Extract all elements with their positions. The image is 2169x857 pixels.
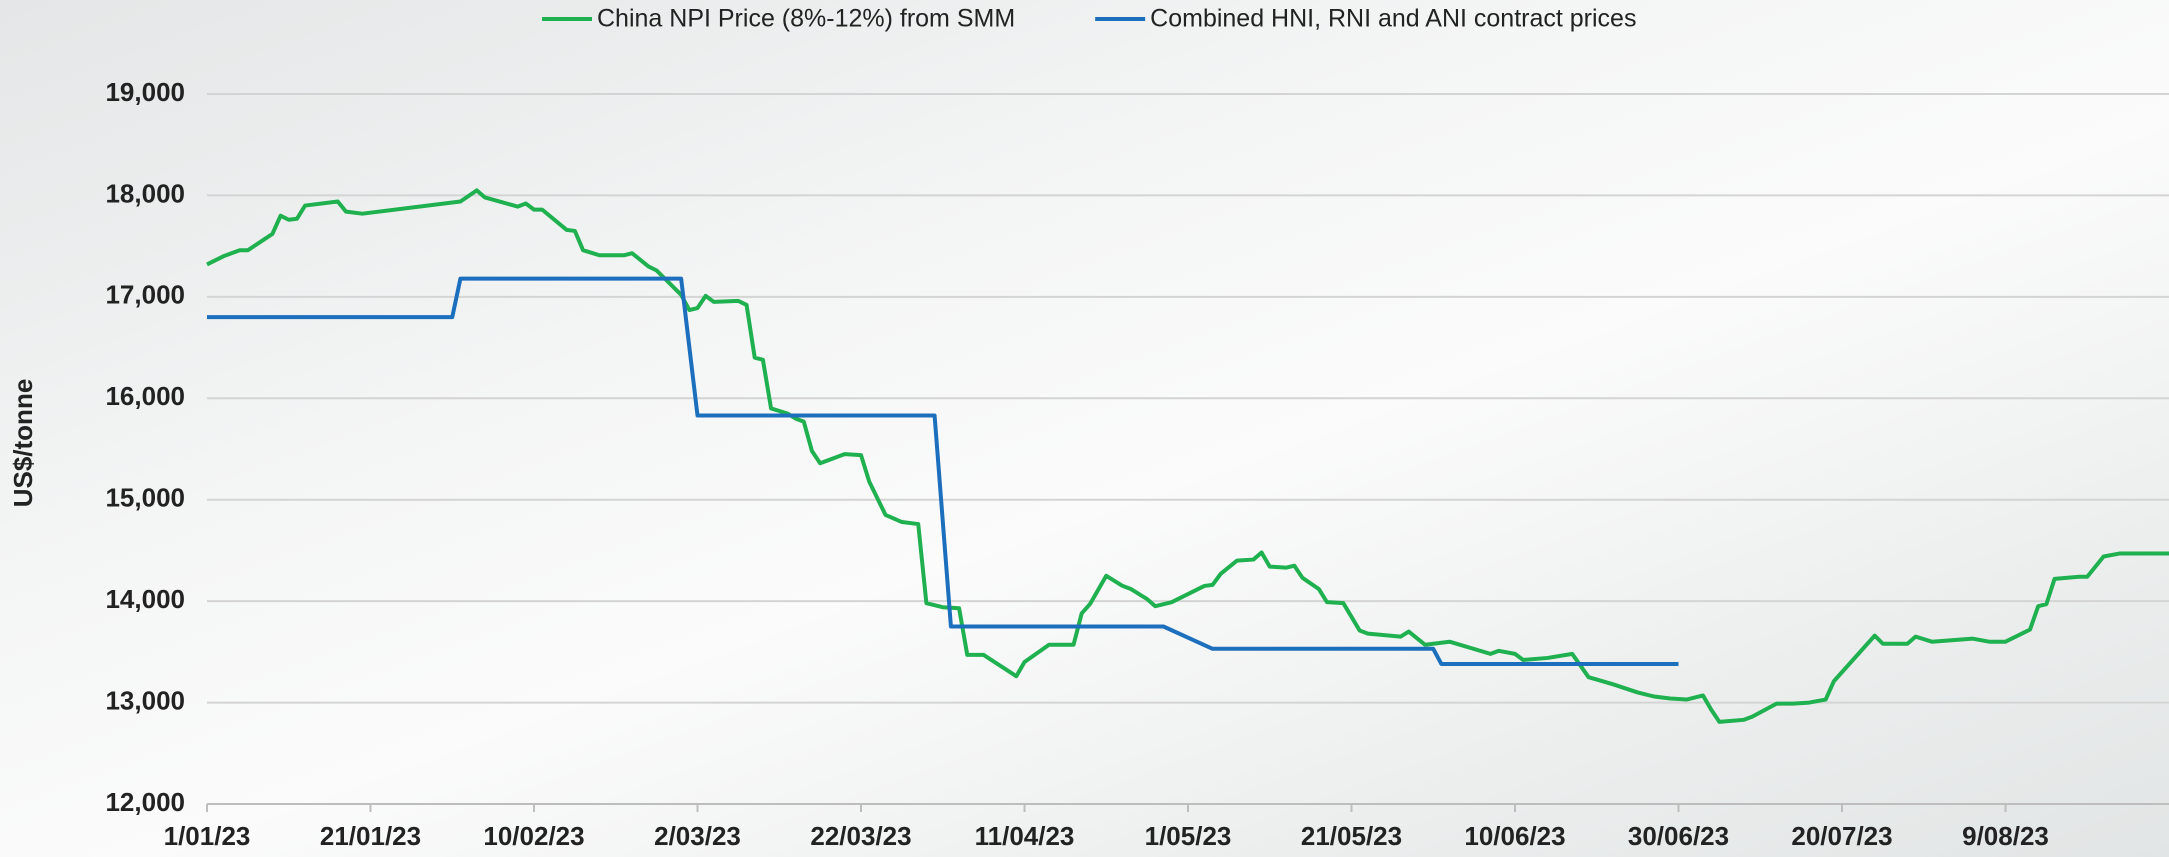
y-axis-title: US$/tonne	[8, 379, 38, 508]
y-tick-label: 17,000	[105, 280, 185, 310]
y-tick-label: 12,000	[105, 787, 185, 817]
x-tick-label: 9/08/23	[1962, 821, 2049, 851]
x-tick-label: 1/05/23	[1145, 821, 1232, 851]
x-tick-label: 21/05/23	[1301, 821, 1402, 851]
y-tick-label: 14,000	[105, 584, 185, 614]
legend-label: Combined HNI, RNI and ANI contract price…	[1150, 5, 1636, 33]
x-tick-label: 11/04/23	[975, 821, 1075, 851]
y-tick-label: 18,000	[105, 178, 185, 208]
series-line	[207, 190, 2169, 721]
legend-label: China NPI Price (8%-12%) from SMM	[597, 5, 1015, 33]
y-tick-label: 15,000	[105, 483, 185, 513]
y-tick-label: 16,000	[105, 381, 185, 411]
y-tick-label: 19,000	[105, 77, 185, 107]
x-tick-label: 10/06/23	[1464, 821, 1565, 851]
x-tick-label: 10/02/23	[483, 821, 584, 851]
x-tick-label: 30/06/23	[1628, 821, 1729, 851]
x-tick-label: 22/03/23	[810, 821, 911, 851]
x-tick-label: 1/01/23	[164, 821, 251, 851]
chart: US$/tonne 12,000 13,000 14,000 15,000 16,000…	[0, 0, 2169, 857]
x-tick-label: 20/07/23	[1791, 821, 1892, 851]
x-tick-label: 2/03/23	[654, 821, 741, 851]
y-tick-label: 13,000	[105, 685, 185, 715]
x-tick-label: 21/01/23	[320, 821, 421, 851]
